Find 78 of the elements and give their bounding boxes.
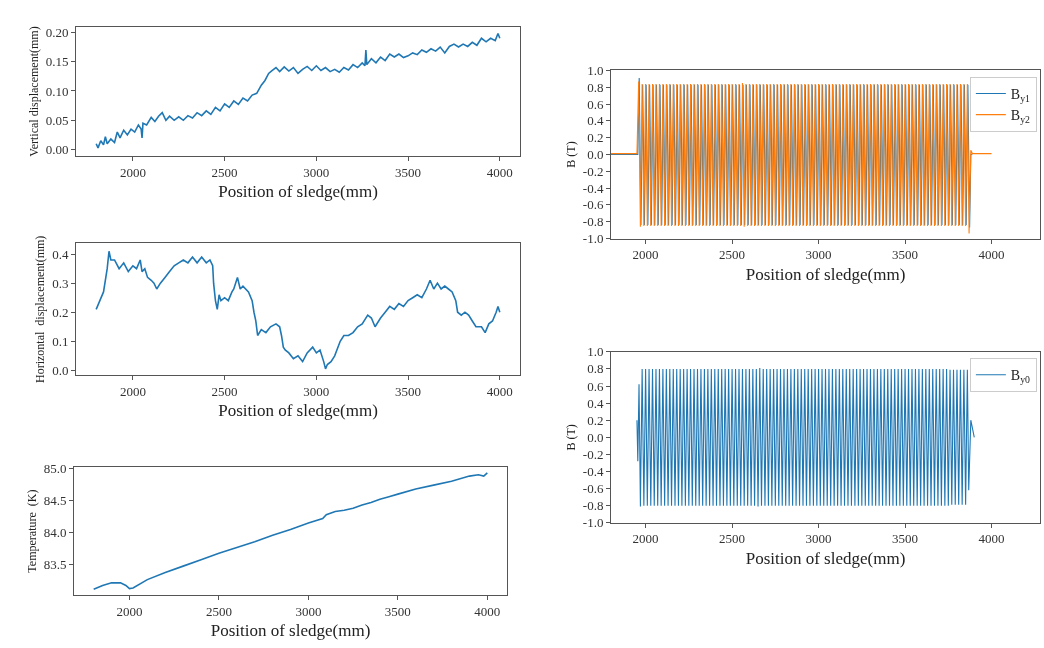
y-tick-label: 0.0 [52,362,69,378]
x-tick-label: 2000 [119,165,146,181]
line-series [95,250,501,370]
y-tick-label: 0.20 [45,24,69,40]
x-axis-title: Position of sledge(mm) [745,264,906,284]
x-tick-label: 3000 [295,603,322,619]
legend-label: B$_{y0}$ [1010,368,1031,386]
x-tick-label: 3500 [395,165,422,181]
x-tick-label: 3000 [805,247,832,263]
x-axis-title: Position of sledge(mm) [218,182,378,202]
y-axis-title: Horizontal displacement(mm) [33,235,48,383]
x-tick-label: 2000 [116,603,143,619]
y-tick-label: 0.2 [52,304,69,320]
y-tick-label: 84.0 [43,525,67,541]
x-tick-label: 4000 [486,165,513,181]
y-axis-title: B (T) [564,141,579,168]
y-tick-label: 0.1 [52,333,69,349]
y-tick-label: -1.0 [582,515,604,531]
y-tick-label: -0.4 [582,464,604,480]
y-axis-title: Temperature (K) [24,489,39,573]
y-tick-label: -0.2 [582,163,604,179]
y-axis-title: Vertical displacement(mm) [26,26,41,157]
x-axis-title: Position of sledge(mm) [745,548,906,568]
x-tick-label: 2000 [632,247,659,263]
y-axis-title: B (T) [564,424,579,451]
y-tick-label: 0.15 [45,54,69,70]
y-tick-label: -1.0 [582,231,604,247]
y-tick-label: 0.8 [587,361,604,377]
y-tick-label: -0.8 [582,498,604,514]
y-tick-label: 0.0 [587,147,604,163]
x-tick-label: 3000 [805,531,832,547]
x-tick-label: 2000 [119,383,146,399]
y-tick-label: -0.6 [582,481,604,497]
y-tick-label: -0.6 [582,197,604,213]
x-axis-title: Position of sledge(mm) [218,401,378,421]
line-series [95,32,501,149]
x-tick-label: 2500 [719,531,746,547]
x-tick-label: 3500 [395,383,422,399]
x-tick-label: 3000 [303,165,330,181]
y-tick-label: -0.4 [582,180,604,196]
y-tick-label: 85.0 [43,460,67,476]
x-tick-label: 3500 [892,247,919,263]
x-tick-label: 3000 [303,383,330,399]
y-tick-label: -0.8 [582,214,604,230]
y-tick-label: 0.10 [45,83,69,99]
y-tick-label: 0.2 [587,130,604,146]
y-tick-label: 0.0 [587,429,604,445]
y-tick-label: -0.2 [582,446,604,462]
x-tick-label: 2500 [211,165,238,181]
y-tick-label: 0.05 [45,112,69,128]
y-tick-label: 0.3 [52,275,69,291]
y-tick-label: 0.6 [587,96,604,112]
x-tick-label: 4000 [978,247,1005,263]
legend-label: B$_{y1}$ [1010,86,1031,104]
legend-label: B$_{y2}$ [1010,108,1031,126]
x-tick-label: 4000 [978,531,1005,547]
x-axis-title: Position of sledge(mm) [210,621,371,641]
x-tick-label: 4000 [474,603,501,619]
y-tick-label: 0.8 [587,79,604,95]
x-tick-label: 2500 [719,247,746,263]
y-tick-label: 0.2 [587,412,604,428]
x-tick-label: 2500 [211,383,238,399]
y-tick-label: 0.00 [45,142,69,158]
x-tick-label: 3500 [892,531,919,547]
y-tick-label: 0.4 [52,246,69,262]
y-tick-label: 84.5 [43,493,67,509]
y-tick-label: 0.6 [587,378,604,394]
y-tick-label: 0.4 [587,395,604,411]
y-tick-label: 1.0 [587,63,604,79]
x-tick-label: 4000 [486,383,513,399]
x-tick-label: 2500 [205,603,232,619]
y-tick-label: 83.5 [43,557,67,573]
line-series [636,367,975,508]
x-tick-label: 2000 [632,531,659,547]
x-tick-label: 3500 [384,603,411,619]
y-tick-label: 0.4 [587,113,604,129]
line-series [92,472,489,591]
y-tick-label: 1.0 [587,344,604,360]
